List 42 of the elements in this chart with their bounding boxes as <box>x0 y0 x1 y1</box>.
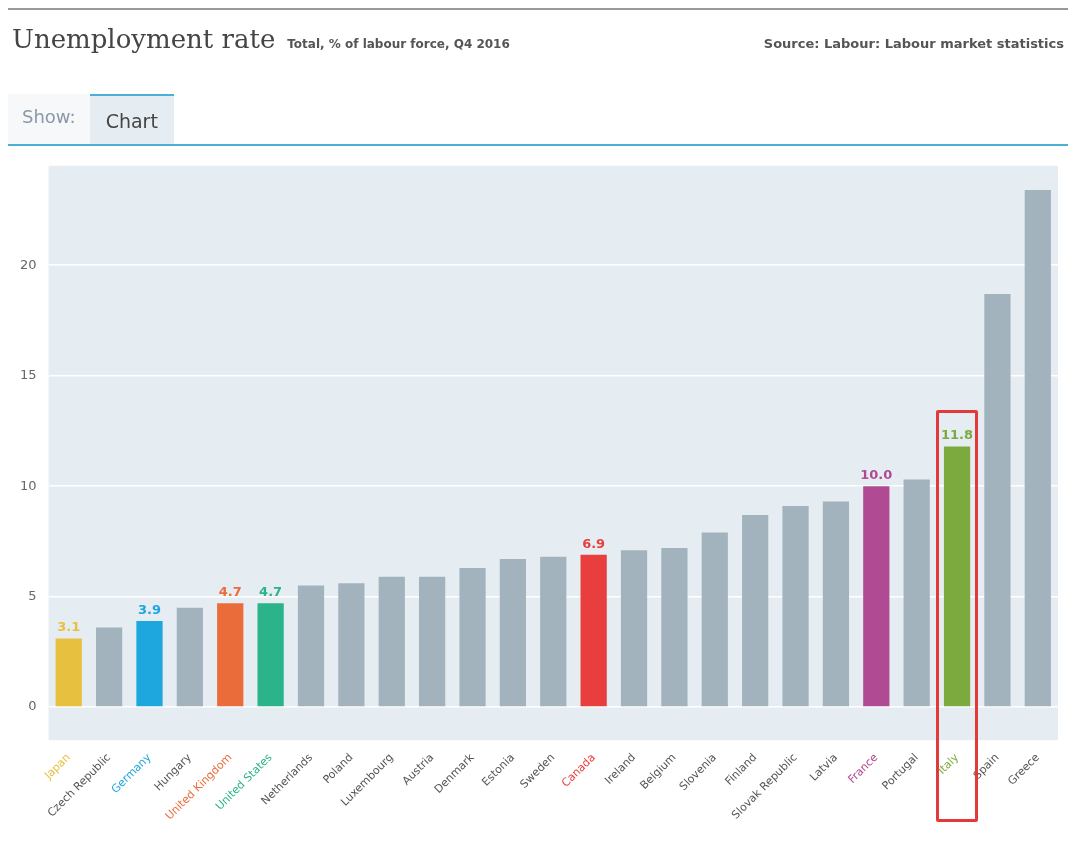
bar <box>459 567 486 707</box>
data-label: 10.0 <box>860 467 893 483</box>
y-tick-label: 20 <box>20 256 37 272</box>
bar <box>499 559 527 707</box>
bar <box>136 620 163 707</box>
bar <box>297 585 325 707</box>
bar <box>419 576 446 707</box>
text: Chart <box>89 94 174 144</box>
y-tick-label: 5 <box>28 588 37 603</box>
data-label: 4.7 <box>218 584 242 600</box>
bar <box>782 506 809 707</box>
bar <box>217 603 244 707</box>
bar <box>378 576 405 707</box>
bar <box>176 607 203 707</box>
data-label: 11.8 <box>941 427 974 443</box>
bar <box>661 548 688 707</box>
bar <box>580 554 607 707</box>
bar <box>55 638 82 707</box>
bar <box>338 583 365 707</box>
y-tick-label: 15 <box>20 367 37 383</box>
bar <box>620 550 648 707</box>
bar <box>984 293 1011 707</box>
data-label: 3.9 <box>137 601 161 617</box>
bar <box>701 532 728 707</box>
bar <box>742 514 769 707</box>
data-label: 3.1 <box>57 619 81 635</box>
text: Show: <box>8 94 90 144</box>
y-tick-label: 10 <box>20 477 37 493</box>
y-tick-label: 0 <box>28 698 37 714</box>
chart-title: Unemployment rate <box>12 24 276 54</box>
bar <box>943 446 971 707</box>
chart-subtitle: Total, % of labour force, Q4 2016 <box>287 37 510 51</box>
source-note: Source: Labour: Labour market statistics <box>763 36 1064 51</box>
bar <box>257 603 284 707</box>
bar <box>540 556 567 707</box>
bar <box>1024 190 1051 707</box>
bar <box>95 627 123 707</box>
data-label: 6.9 <box>582 535 606 551</box>
bar <box>822 501 850 707</box>
bar <box>863 486 890 707</box>
bar <box>903 479 930 707</box>
data-label: 4.7 <box>259 584 283 600</box>
